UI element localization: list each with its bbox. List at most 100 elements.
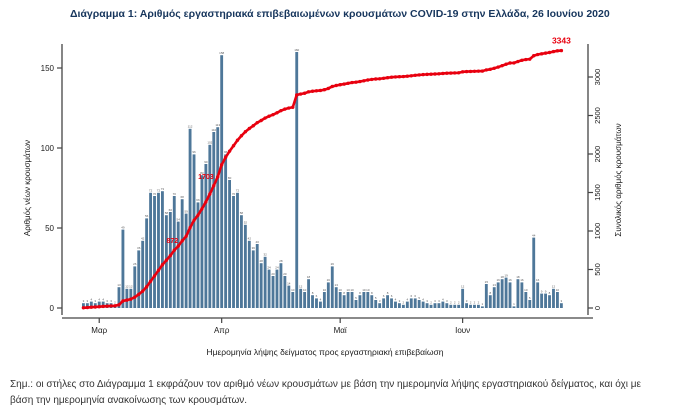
- bar-label: 10: [291, 288, 295, 292]
- bar: [409, 298, 413, 308]
- bar-label: 12: [129, 285, 133, 289]
- cumulative-point: [532, 54, 536, 58]
- bar-label: 18: [516, 275, 520, 279]
- cumulative-point: [456, 71, 461, 75]
- cumulative-point: [275, 111, 279, 115]
- bar-label: 90: [204, 160, 208, 164]
- cumulative-point: [113, 304, 117, 308]
- cumulative-point: [271, 112, 275, 117]
- bar: [133, 266, 137, 308]
- bar: [208, 144, 212, 308]
- bar-label: 36: [137, 246, 141, 250]
- bar-label: 10: [350, 288, 354, 292]
- bar: [559, 303, 563, 308]
- cumulative-point: [381, 76, 386, 81]
- bar-label: 44: [532, 233, 536, 237]
- cumulative-point: [318, 88, 323, 93]
- bar-label: 54: [177, 217, 181, 221]
- bar-label: 2: [474, 301, 476, 305]
- cumulative-point: [287, 106, 291, 110]
- cumulative-point: [445, 71, 449, 75]
- cumulative-point: [528, 57, 532, 61]
- bar: [243, 224, 247, 308]
- bar: [192, 154, 196, 308]
- cumulative-point: [437, 72, 441, 76]
- cumulative-point: [243, 130, 248, 134]
- cumulative-point: [121, 299, 125, 303]
- cumulative-point: [492, 66, 496, 71]
- bar-label: 10: [323, 288, 327, 292]
- bar-label: 18: [307, 275, 311, 279]
- y-left-axis-title: Αριθμός νέων κρουσμάτων: [23, 140, 32, 236]
- cumulative-point: [460, 70, 465, 74]
- cumulative-point: [354, 80, 358, 84]
- bar-label: 2: [470, 301, 472, 305]
- bar: [504, 277, 508, 308]
- bar-label: 3: [438, 299, 440, 303]
- bar: [117, 287, 121, 308]
- bar-label: 28: [279, 259, 283, 263]
- bar: [480, 306, 484, 308]
- bar-label: 3: [83, 299, 85, 303]
- bar-label: 2: [458, 301, 460, 305]
- bar-label: 15: [485, 280, 489, 284]
- cumulative-point: [235, 138, 240, 142]
- footnote: Σημ.: οι στήλες στο Διάγραμμα 1 εκφράζου…: [10, 379, 641, 406]
- y-left-tick-label: 150: [41, 64, 55, 73]
- cumulative-point: [385, 75, 390, 80]
- bar-label: 3: [466, 299, 468, 303]
- bar: [303, 292, 307, 308]
- cumulative-point: [393, 75, 398, 79]
- bar-label: 16: [536, 278, 540, 282]
- bar: [137, 250, 141, 308]
- bar: [212, 132, 216, 308]
- cumulative-point: [425, 72, 429, 77]
- bar-label: 40: [256, 240, 260, 244]
- bar: [441, 301, 445, 308]
- bar-label: 3: [434, 299, 436, 303]
- y-left-tick-label: 0: [50, 304, 55, 313]
- bar-label: 42: [141, 237, 145, 241]
- bar-label: 10: [346, 288, 350, 292]
- y-right-tick-label: 1500: [593, 184, 602, 201]
- bar: [453, 304, 457, 308]
- bar-label: 70: [232, 192, 236, 196]
- y-right-tick-label: 0: [593, 306, 602, 310]
- bar-label: 16: [520, 278, 524, 282]
- bar: [251, 250, 255, 308]
- cumulative-point: [156, 268, 161, 273]
- cumulative-point: [480, 69, 485, 73]
- bar: [216, 127, 220, 308]
- bar-label: 58: [165, 211, 169, 215]
- cumulative-point: [326, 86, 331, 91]
- cumulative-point: [227, 149, 232, 153]
- bar-label: 72: [157, 189, 161, 193]
- bar-label: 10: [366, 288, 370, 292]
- bar-label: 12: [299, 285, 303, 289]
- bar: [322, 292, 326, 308]
- y-right-tick-label: 1000: [593, 223, 602, 240]
- bar: [362, 292, 366, 308]
- cumulative-point: [334, 83, 338, 88]
- bar-label: 3: [446, 299, 448, 303]
- bar-label: 56: [145, 214, 149, 218]
- bar: [445, 303, 449, 308]
- bar: [330, 266, 334, 308]
- cumulative-point: [208, 192, 212, 196]
- bar: [473, 304, 476, 308]
- bar-label: 8: [371, 291, 373, 295]
- cumulative-point: [405, 74, 410, 78]
- bar: [275, 269, 279, 308]
- bar-label: 3: [87, 299, 89, 303]
- cumulative-point: [377, 77, 382, 81]
- y-right-tick-label: 3000: [593, 69, 602, 86]
- bar-label: 49: [121, 225, 125, 229]
- bar: [457, 304, 461, 308]
- y-right-tick-label: 2000: [593, 146, 602, 163]
- cumulative-point: [555, 49, 560, 53]
- cumulative-point: [295, 93, 299, 97]
- bar: [149, 192, 152, 308]
- bar-label: 19: [504, 273, 508, 277]
- bar-label: 113: [215, 123, 220, 127]
